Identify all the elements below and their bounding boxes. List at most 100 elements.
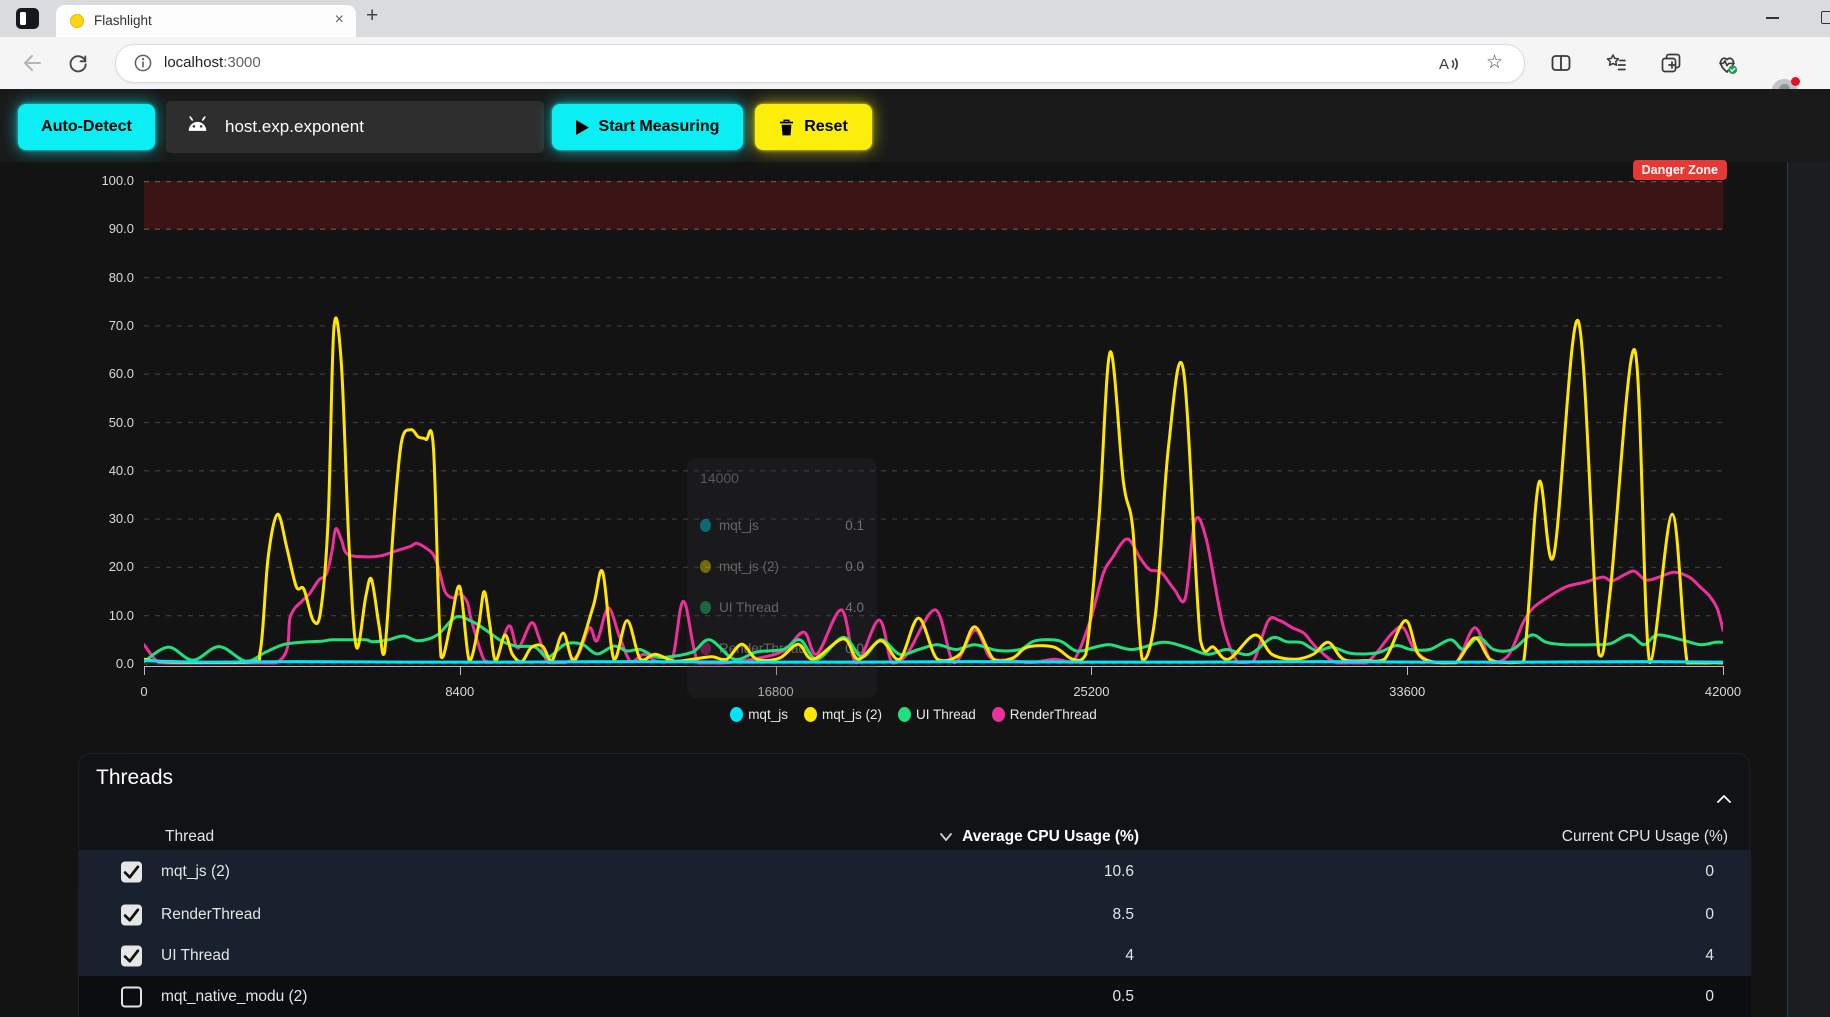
y-tick-label: 100.0: [101, 173, 134, 188]
threads-card: Threads Thread Average CPU Usage (%) Cur…: [78, 753, 1751, 1017]
thread-current-cpu: 4: [1705, 946, 1714, 964]
tooltip-row: mqt_js 0.1: [700, 505, 864, 546]
thread-checkbox[interactable]: [121, 945, 142, 966]
legend-item[interactable]: mqt_js (2): [803, 707, 882, 722]
legend-label: mqt_js (2): [821, 707, 882, 722]
danger-zone-badge: Danger Zone: [1632, 160, 1727, 180]
y-tick-label: 30.0: [108, 511, 134, 527]
legend-item[interactable]: UI Thread: [897, 707, 976, 722]
y-tick-label: 0.0: [115, 656, 134, 671]
browser-essentials-icon[interactable]: [1714, 51, 1738, 75]
url-host: localhost: [164, 54, 224, 71]
thread-name: mqt_native_modu (2): [161, 988, 308, 1005]
profile-notification-dot: [1791, 77, 1800, 86]
x-tick-label: 42000: [1704, 684, 1742, 699]
x-tick-label: 8400: [445, 684, 475, 699]
y-tick-label: 40.0: [108, 462, 134, 478]
x-tick-mark: [775, 667, 777, 675]
legend-dot: [730, 707, 744, 722]
y-tick-label: 70.0: [108, 317, 134, 333]
x-tick-label: 25200: [1073, 684, 1110, 699]
legend-dot: [897, 707, 911, 722]
tooltip-row: mqt_js (2) 0.0: [700, 546, 864, 587]
x-tick-mark: [1723, 667, 1724, 675]
split-screen-icon[interactable]: [1549, 51, 1573, 75]
table-row[interactable]: UI Thread 4 4: [79, 935, 1751, 977]
x-axis-line: [144, 666, 1724, 667]
sort-chevron-icon: [939, 832, 953, 842]
x-tick-label: 33600: [1389, 684, 1426, 699]
thread-current-cpu: 0: [1705, 988, 1714, 1005]
thread-current-cpu: 0: [1705, 863, 1714, 880]
y-tick-label: 90.0: [108, 221, 134, 237]
reset-label: Reset: [804, 118, 848, 135]
tab-close-icon[interactable]: ×: [334, 11, 344, 28]
back-icon[interactable]: [20, 51, 44, 75]
legend-item[interactable]: RenderThread: [991, 707, 1097, 722]
tab-title: Flashlight: [94, 13, 152, 28]
new-tab-button[interactable]: +: [366, 4, 379, 27]
start-measuring-button[interactable]: Start Measuring: [552, 104, 743, 150]
address-bar[interactable]: localhost:3000 A ☆: [115, 44, 1525, 83]
legend-label: UI Thread: [915, 707, 976, 722]
x-tick-mark: [1091, 667, 1093, 675]
table-row[interactable]: RenderThread 8.5 0: [79, 894, 1751, 936]
series-ui-thread: [144, 615, 1723, 664]
app-toolbar: Auto-Detect host.exp.exponent Start Meas…: [0, 89, 1830, 162]
favicon-flashlight-icon: [70, 14, 84, 28]
column-thread[interactable]: Thread: [165, 828, 215, 845]
y-tick-label: 20.0: [108, 559, 134, 575]
chart-legend: mqt_js mqt_js (2) UI Thread RenderThread: [124, 707, 1703, 722]
refresh-icon[interactable]: [66, 51, 90, 75]
collapse-chevron-icon[interactable]: [1715, 792, 1733, 806]
right-panel-strip[interactable]: [1787, 162, 1830, 1017]
legend-dot: [803, 707, 817, 722]
thread-avg-cpu: 8.5: [1112, 905, 1134, 923]
legend-item[interactable]: mqt_js: [730, 707, 788, 722]
device-input-value: host.exp.exponent: [225, 117, 364, 136]
x-tick-label: 16800: [736, 684, 816, 699]
thread-name: UI Thread: [161, 946, 230, 964]
favorites-list-icon[interactable]: [1604, 51, 1628, 75]
thread-avg-cpu: 4: [1125, 946, 1134, 964]
y-tick-label: 80.0: [108, 269, 134, 285]
column-current-cpu[interactable]: Current CPU Usage (%): [1561, 828, 1728, 845]
column-average-cpu[interactable]: Average CPU Usage (%): [939, 816, 1139, 858]
thread-checkbox[interactable]: [121, 986, 142, 1008]
url-port: :3000: [223, 54, 261, 71]
tab-actions-icon[interactable]: [16, 8, 39, 29]
reset-button[interactable]: Reset: [755, 104, 872, 150]
window-maximize-button[interactable]: [1821, 11, 1830, 24]
read-aloud-icon[interactable]: A: [1436, 52, 1460, 76]
browser-tab[interactable]: Flashlight ×: [56, 5, 356, 37]
legend-label: mqt_js: [748, 707, 788, 722]
y-tick-label: 50.0: [108, 414, 134, 430]
thread-checkbox[interactable]: [121, 861, 142, 883]
thread-avg-cpu: 10.6: [1103, 863, 1134, 880]
thread-name: mqt_js (2): [161, 863, 230, 880]
x-tick-label: 0: [140, 684, 148, 699]
series-mqt-js-2-: [144, 316, 1723, 665]
favorite-star-icon[interactable]: ☆: [1486, 52, 1504, 73]
thread-name: RenderThread: [161, 905, 261, 923]
x-tick-mark: [144, 667, 145, 675]
chart-grid: [144, 181, 1723, 665]
series-mqt-js: [144, 659, 1723, 664]
thread-checkbox[interactable]: [121, 904, 142, 925]
auto-detect-button[interactable]: Auto-Detect: [18, 104, 155, 150]
tooltip-row: UI Thread 4.0: [700, 587, 864, 628]
thread-avg-cpu: 0.5: [1112, 988, 1134, 1005]
window-minimize-button[interactable]: [1766, 17, 1779, 19]
chart-lines[interactable]: [144, 181, 1723, 667]
svg-text:A: A: [1439, 56, 1449, 73]
collections-icon[interactable]: [1659, 51, 1683, 75]
legend-dot: [991, 707, 1005, 722]
table-row[interactable]: mqt_native_modu (2) 0.5 0: [79, 976, 1751, 1017]
site-info-icon[interactable]: [132, 52, 156, 76]
legend-label: RenderThread: [1009, 707, 1097, 722]
play-icon: [575, 119, 589, 135]
url-text[interactable]: localhost:3000: [164, 54, 261, 71]
device-input[interactable]: host.exp.exponent: [166, 101, 544, 153]
table-row[interactable]: mqt_js (2) 10.6 0: [79, 850, 1751, 895]
